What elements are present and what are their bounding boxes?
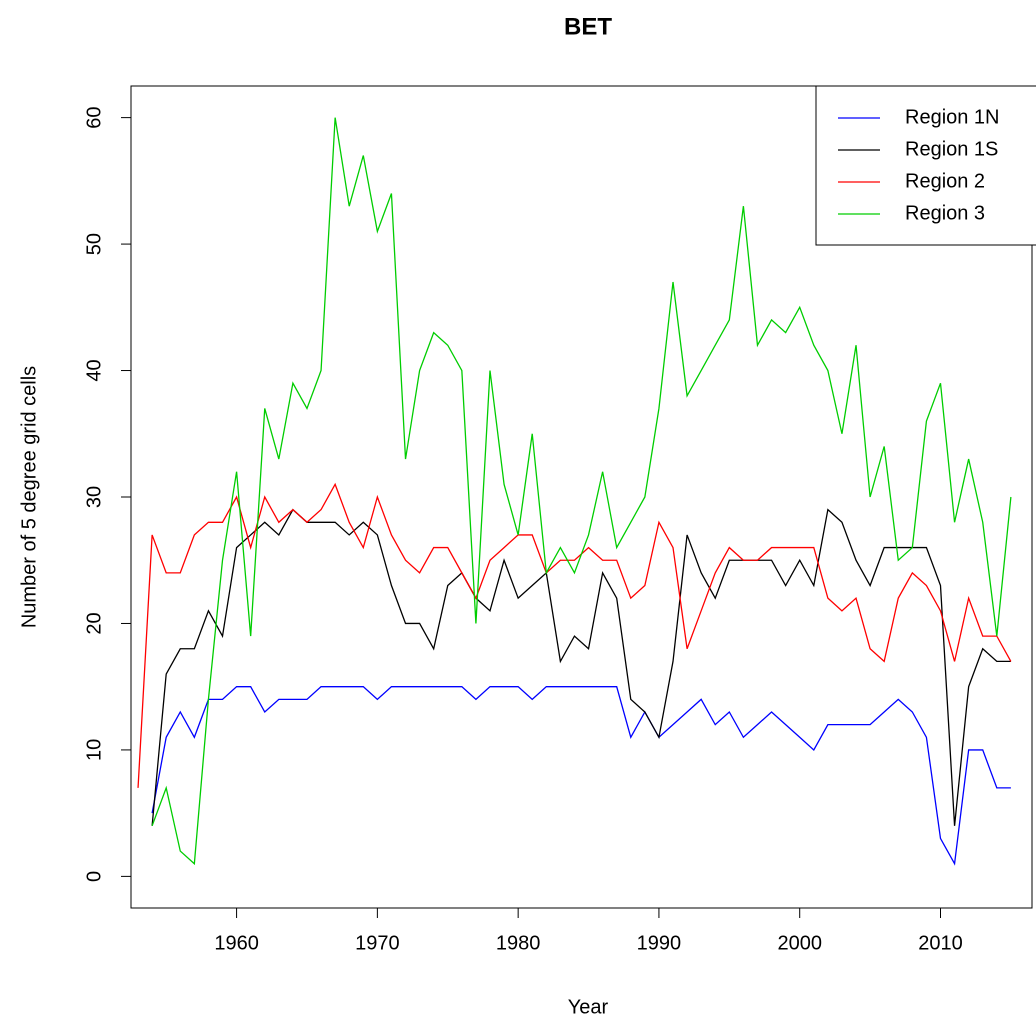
y-tick-label: 60 <box>83 106 105 128</box>
x-tick-label: 1960 <box>214 932 259 954</box>
y-tick-label: 40 <box>83 359 105 381</box>
legend-box <box>815 85 1036 246</box>
series-line <box>151 117 1012 866</box>
legend-label: Region 3 <box>905 202 985 224</box>
series-line <box>137 482 1012 788</box>
y-axis-label: Number of 5 degree grid cells <box>18 366 40 628</box>
x-axis-label: Year <box>568 996 609 1018</box>
y-tick-label: 30 <box>83 486 105 508</box>
x-tick-label: 1990 <box>637 932 682 954</box>
y-tick-label: 10 <box>83 739 105 761</box>
x-tick-label: 2000 <box>777 932 822 954</box>
legend-label: Region 1S <box>905 138 998 160</box>
y-tick-label: 50 <box>83 233 105 255</box>
y-tick-label: 20 <box>83 612 105 634</box>
series-line <box>151 686 1011 866</box>
x-tick-label: 2010 <box>918 932 963 954</box>
y-tick-label: 0 <box>83 871 105 882</box>
chart-title: BET <box>564 13 612 40</box>
legend-label: Region 2 <box>905 170 985 192</box>
x-tick-label: 1970 <box>355 932 400 954</box>
x-tick-label: 1980 <box>496 932 541 954</box>
series-line <box>151 508 1011 826</box>
legend-label: Region 1N <box>905 106 1000 128</box>
